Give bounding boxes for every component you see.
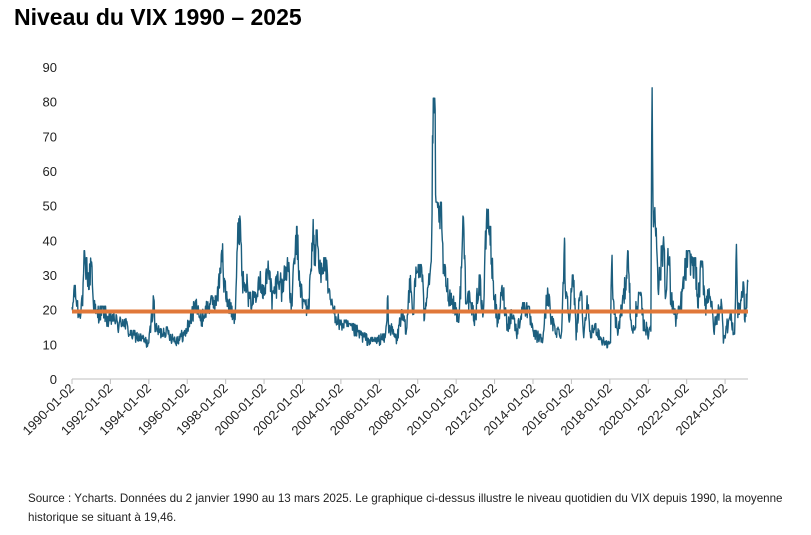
y-tick-label: 50	[43, 199, 57, 214]
x-axis-tick-labels: 1990-01-021992-01-021994-01-021996-01-02…	[19, 381, 730, 439]
y-tick-label: 20	[43, 303, 57, 318]
x-axis-ticks	[71, 379, 726, 384]
y-tick-label: 80	[43, 95, 57, 110]
y-tick-label: 70	[43, 129, 57, 144]
source-note: Source : Ycharts. Données du 2 janvier 1…	[28, 492, 783, 524]
vix-series-line	[71, 87, 749, 349]
vix-line-chart: 0 10 20 30 40 50 60 70 80 90 1990-01-021992-01-02…	[19, 60, 749, 439]
y-tick-label: 10	[43, 337, 57, 352]
y-tick-label: 30	[43, 268, 57, 283]
y-tick-label: 0	[50, 372, 57, 387]
y-tick-label: 60	[43, 164, 57, 179]
y-tick-label: 40	[43, 233, 57, 248]
series-area	[71, 87, 749, 349]
y-tick-label: 90	[43, 60, 57, 75]
chart-title: Niveau du VIX 1990 – 2025	[14, 4, 302, 30]
y-axis-tick-labels: 0 10 20 30 40 50 60 70 80 90	[43, 60, 57, 387]
